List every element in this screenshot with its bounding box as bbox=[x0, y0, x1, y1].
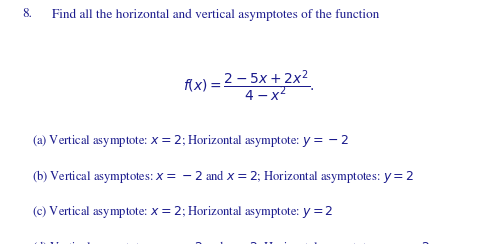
Text: (d) Vertical asymptotes: $x = -2$ and $x = 2$; Horizontal asymptotes: $y = -2$: (d) Vertical asymptotes: $x = -2$ and $x… bbox=[32, 239, 430, 244]
Text: (a) Vertical asymptote: $x = 2$; Horizontal asymptote: $y = -2$: (a) Vertical asymptote: $x = 2$; Horizon… bbox=[32, 133, 349, 149]
Text: Find all the horizontal and vertical asymptotes of the function: Find all the horizontal and vertical asy… bbox=[52, 9, 379, 21]
Text: (c) Vertical asymptote: $x = 2$; Horizontal asymptote: $y = 2$: (c) Vertical asymptote: $x = 2$; Horizon… bbox=[32, 204, 334, 220]
Text: $f(x) = \dfrac{2 - 5x + 2x^2}{4 - x^2}.$: $f(x) = \dfrac{2 - 5x + 2x^2}{4 - x^2}.$ bbox=[183, 68, 315, 104]
Text: (b) Vertical asymptotes: $x = -2$ and $x = 2$; Horizontal asymptotes: $y = 2$: (b) Vertical asymptotes: $x = -2$ and $x… bbox=[32, 168, 415, 185]
Text: 8.: 8. bbox=[22, 9, 32, 20]
